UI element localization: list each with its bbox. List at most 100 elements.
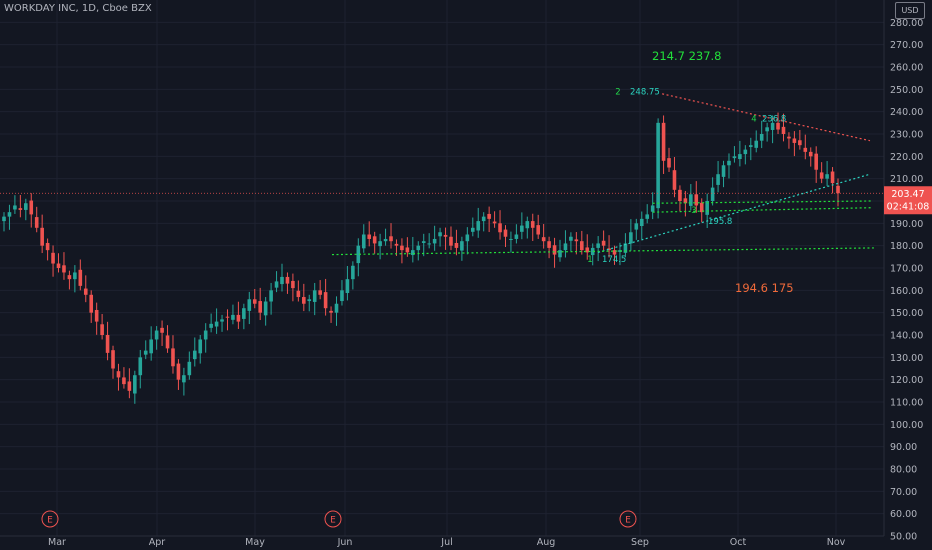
wave-label: 4 — [751, 114, 756, 124]
y-tick-label: 100.00 — [890, 420, 923, 431]
y-tick-label: 60.00 — [890, 509, 917, 520]
candle-body — [661, 122, 666, 161]
candle-body — [171, 348, 175, 367]
candle-body — [340, 290, 344, 302]
candle-body — [738, 154, 742, 160]
candle-body — [351, 265, 355, 280]
candle-body — [825, 174, 829, 179]
earnings-marker — [324, 510, 342, 528]
candle-body — [449, 236, 453, 246]
earnings-marker-label: E — [47, 516, 53, 526]
x-tick-label: Sep — [631, 537, 649, 548]
last-price-value: 203.47 — [891, 189, 924, 200]
candle-body — [258, 301, 262, 313]
price-badge-bg — [884, 186, 932, 215]
candle-body — [798, 140, 802, 146]
candle-body — [803, 147, 808, 152]
candle-body — [56, 263, 61, 268]
candle-body — [759, 134, 764, 141]
candle-body — [345, 279, 350, 294]
downside-targets: 194.6 175 — [735, 281, 794, 295]
y-tick-label: 250.00 — [890, 85, 923, 96]
candle-body — [29, 200, 34, 215]
candle-body — [40, 227, 44, 246]
symbol-title[interactable]: WORKDAY INC, 1D, Cboe BZX — [4, 3, 152, 14]
y-tick-label: 170.00 — [890, 264, 923, 275]
x-tick-label: Apr — [149, 537, 166, 548]
candle-body — [476, 221, 481, 231]
y-tick-label: 70.00 — [890, 487, 917, 498]
candle-body — [541, 237, 546, 242]
x-tick-label: Jul — [440, 537, 452, 548]
candle-body — [225, 316, 230, 318]
candle-body — [318, 290, 322, 295]
candle-body — [416, 245, 421, 251]
candle-body — [24, 203, 28, 210]
candle-body — [432, 238, 437, 244]
y-tick-label: 50.00 — [890, 532, 917, 543]
candle-body — [689, 194, 693, 206]
candle-body — [127, 381, 132, 391]
candle-body — [454, 242, 459, 248]
candle-body — [776, 122, 780, 130]
candle-body — [323, 292, 328, 309]
candle-body — [105, 335, 110, 353]
y-tick-label: 270.00 — [890, 40, 923, 51]
y-tick-label: 120.00 — [890, 375, 923, 386]
candle-body — [629, 232, 633, 244]
candle-body — [274, 281, 279, 288]
candle-body — [78, 269, 83, 286]
candle-body — [182, 375, 186, 383]
candle-body — [187, 361, 192, 376]
candle-body — [443, 234, 448, 237]
candle-body — [18, 208, 23, 210]
candle-body — [596, 243, 600, 248]
y-tick-label: 110.00 — [890, 398, 923, 409]
candle-body — [220, 319, 224, 322]
y-tick-label: 230.00 — [890, 130, 923, 141]
candle-body — [492, 221, 497, 224]
candle-body — [732, 156, 737, 159]
candle-body — [111, 350, 115, 369]
y-tick-label: 130.00 — [890, 353, 923, 364]
upside-targets: 214.7 237.8 — [652, 49, 722, 63]
candle-body — [307, 299, 312, 302]
candle-body — [623, 243, 628, 253]
y-tick-label: 150.00 — [890, 308, 923, 319]
y-tick-label: 90.00 — [890, 442, 917, 453]
candle-body — [743, 149, 748, 155]
candle-body — [520, 225, 524, 232]
candle-body — [705, 201, 709, 215]
candle-body — [787, 136, 791, 139]
candle-body — [427, 243, 431, 245]
y-tick-label: 210.00 — [890, 174, 923, 185]
x-tick-label: Nov — [827, 537, 846, 548]
candle-body — [699, 202, 704, 213]
y-axis-bg — [884, 0, 932, 550]
candle-body — [302, 297, 306, 304]
candle-body — [727, 160, 731, 166]
x-axis[interactable]: Mar Apr May Jun Jul Aug Sep Oct Nov — [0, 535, 884, 548]
candle-body — [247, 299, 252, 311]
candle-body — [198, 339, 203, 354]
candle-body — [558, 250, 562, 258]
y-axis[interactable]: 50.00 60.00 70.00 80.00 90.00 100.00 110.00 120… — [883, 0, 932, 550]
currency-button[interactable]: USD — [895, 2, 925, 19]
candle-body — [100, 324, 104, 335]
y-tick-label: 220.00 — [890, 152, 923, 163]
candle-body — [552, 245, 557, 255]
candle-body — [618, 250, 622, 252]
candle-body — [165, 335, 170, 349]
candle-body — [116, 371, 121, 378]
candle-body — [263, 301, 268, 316]
candle-body — [487, 213, 491, 219]
wave-label: 1 — [587, 255, 592, 265]
candle-body — [7, 212, 12, 217]
y-tick-label: 140.00 — [890, 331, 923, 342]
candle-body — [62, 265, 66, 273]
candle-body — [525, 221, 530, 229]
x-tick-label: Jun — [337, 537, 353, 548]
